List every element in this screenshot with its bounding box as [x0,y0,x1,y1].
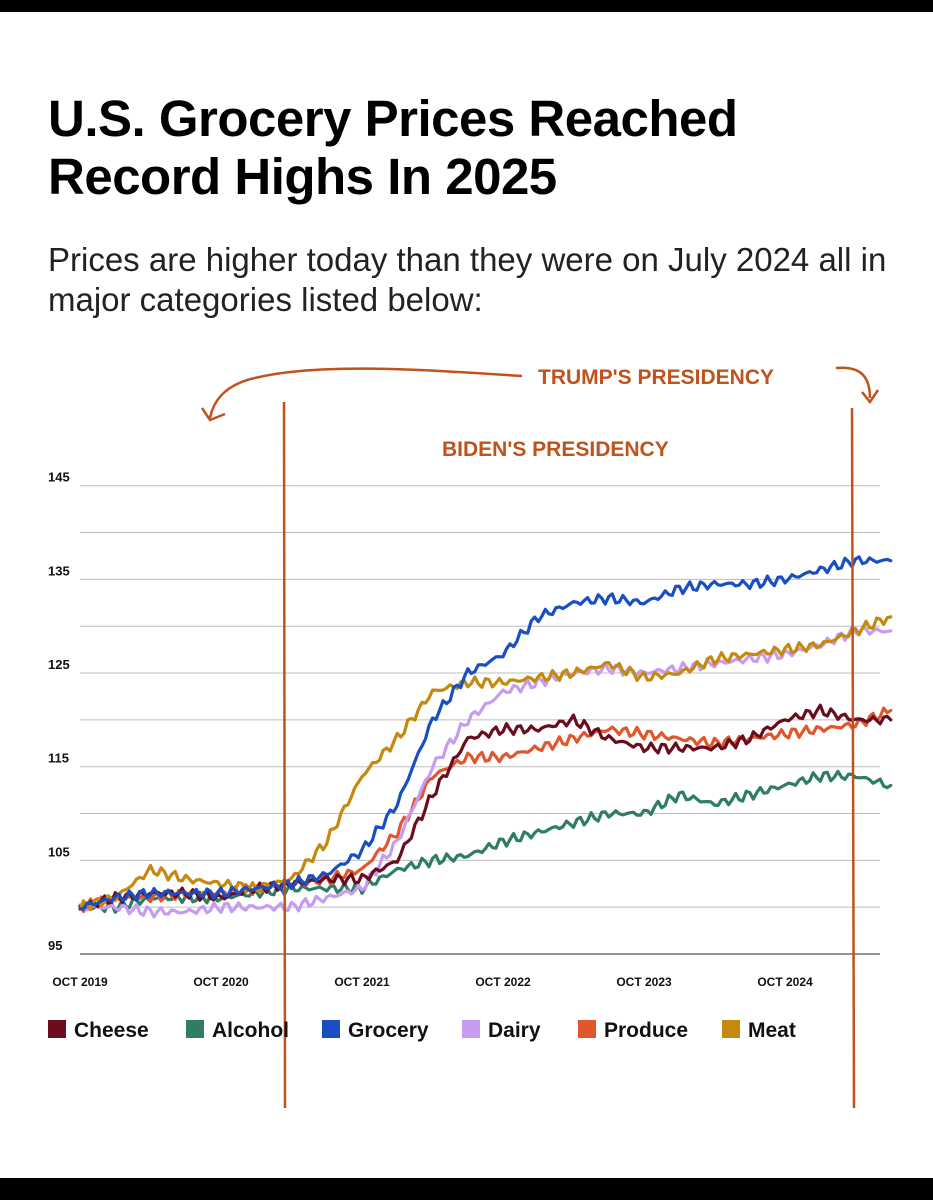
legend-label-dairy: Dairy [488,1019,541,1042]
series-line-dairy [78,625,893,919]
series-line-grocery [78,555,893,911]
trump-arrow-left-head [200,407,226,422]
gridlines [80,485,880,955]
x-tick-label: OCT 2021 [334,975,390,989]
y-tick-label: 125 [48,657,70,672]
trump-start-marker [850,407,856,1109]
x-tick-label: OCT 2022 [475,975,531,989]
legend-swatch-dairy [462,1020,480,1038]
trump-arrow-right [835,366,872,399]
legend-swatch-cheese [48,1020,66,1038]
x-tick-label: OCT 2023 [616,975,672,989]
trump-arrow-left [208,367,523,419]
legend-swatch-alcohol [186,1020,204,1038]
x-axis-ticks: OCT 2019 OCT 2020 OCT 2021 OCT 2022 OCT 2023… [52,975,813,989]
y-tick-label: 95 [48,938,62,953]
legend-label-produce: Produce [604,1019,688,1042]
legend-label-grocery: Grocery [348,1019,429,1042]
series-line-alcohol [78,769,893,914]
chart-subtitle: Prices are higher today than they were o… [48,241,887,318]
y-tick-label: 135 [48,563,70,578]
legend: Cheese Alcohol Grocery Dairy Produce Meat [48,1019,796,1042]
legend-label-meat: Meat [748,1019,796,1042]
trump-arrow-right-head [861,389,880,405]
biden-start-marker [282,401,287,1109]
biden-presidency-label: BIDEN'S PRESIDENCY [442,438,669,461]
y-axis-ticks: 95 105 115 125 135 145 [48,470,70,953]
series-lines [78,555,893,919]
legend-label-cheese: Cheese [74,1019,149,1042]
chart-title: U.S. Grocery Prices Reached Record Highs… [48,90,738,205]
series-line-meat [78,615,893,912]
legend-swatch-meat [722,1020,740,1038]
y-tick-label: 145 [48,470,70,485]
trump-presidency-label: TRUMP'S PRESIDENCY [538,366,774,389]
legend-swatch-produce [578,1020,596,1038]
y-tick-label: 115 [48,751,69,766]
y-tick-label: 105 [48,844,70,859]
chart-canvas: 95 105 115 125 135 145 OCT 2019 OCT 2020 OCT 20… [0,12,933,1178]
legend-swatch-grocery [322,1020,340,1038]
presidency-annotations: TRUMP'S PRESIDENCY BIDEN'S PRESIDENCY [200,366,880,1109]
x-tick-label: OCT 2020 [193,975,249,989]
legend-label-alcohol: Alcohol [212,1019,289,1042]
x-tick-label: OCT 2024 [757,975,813,989]
x-tick-label: OCT 2019 [52,975,108,989]
